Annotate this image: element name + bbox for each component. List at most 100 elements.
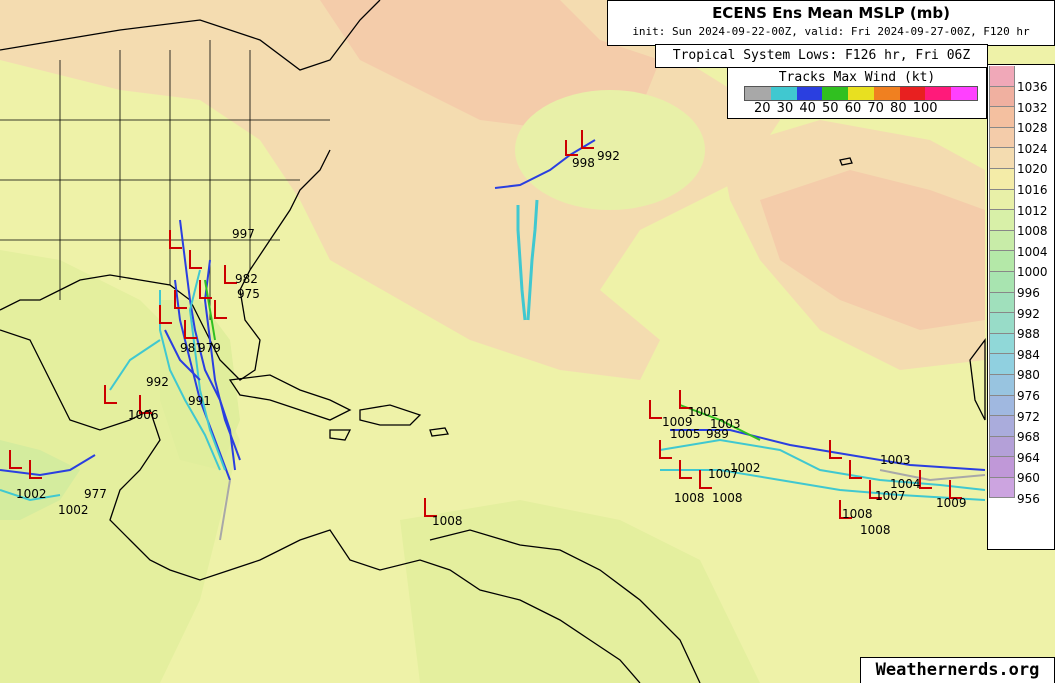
lows-label: Tropical System Lows: F126 hr, Fri 06Z bbox=[655, 44, 988, 68]
credit-label: Weathernerds.org bbox=[860, 657, 1055, 683]
pressure-colorbar: 1036 1032 1028 1024 1020 1016 1012 1008 1004 1000… bbox=[987, 64, 1055, 550]
colorbar-cell bbox=[989, 210, 1015, 231]
pressure-labels: 998 992 997 975 982 981 979 992 991 1006… bbox=[16, 149, 967, 537]
pressure-label: 992 bbox=[597, 149, 620, 163]
wind-legend-swatches bbox=[744, 86, 978, 101]
colorbar-level-label: 1016 bbox=[1017, 182, 1048, 197]
colorbar-cell bbox=[989, 374, 1015, 396]
wind-swatch bbox=[745, 87, 771, 100]
colorbar-cell bbox=[989, 477, 1015, 499]
colorbar-level-label: 1000 bbox=[1017, 265, 1048, 280]
tracks-epac bbox=[0, 454, 96, 502]
wind-swatch bbox=[848, 87, 874, 100]
colorbar-level-label: 1020 bbox=[1017, 162, 1048, 177]
pressure-label: 982 bbox=[235, 272, 258, 286]
colorbar-level-label: 1012 bbox=[1017, 203, 1048, 218]
cuba bbox=[228, 374, 352, 421]
pressure-label: 1002 bbox=[58, 503, 89, 517]
colorbar-cell bbox=[989, 292, 1015, 314]
jamaica bbox=[329, 429, 352, 441]
pressure-label: 1002 bbox=[730, 461, 761, 475]
wind-legend: Tracks Max Wind (kt) 20 30 40 50 60 70 8… bbox=[727, 67, 987, 119]
low-markers bbox=[9, 130, 962, 519]
colorbar-level-label: 964 bbox=[1017, 450, 1040, 465]
title-box: ECENS Ens Mean MSLP (mb) init: Sun 2024-… bbox=[607, 0, 1055, 46]
colorbar-level-label: 992 bbox=[1017, 306, 1040, 321]
pressure-label: 1001 bbox=[688, 405, 719, 419]
colorbar-level-label: 968 bbox=[1017, 430, 1040, 445]
colorbar-cell bbox=[989, 416, 1015, 437]
colorbar-cell bbox=[989, 230, 1015, 252]
colorbar-cell bbox=[989, 127, 1015, 149]
tracks-central-atlantic bbox=[494, 139, 596, 321]
weak-low-central-atlantic bbox=[515, 90, 705, 210]
pressure-label: 1008 bbox=[860, 523, 891, 537]
colorbar-cell bbox=[989, 107, 1015, 128]
colorbar-level-label: 976 bbox=[1017, 388, 1040, 403]
colorbar-labels: 1036 1032 1028 1024 1020 1016 1012 1008 1004 1000… bbox=[1017, 77, 1048, 509]
lower-pressure-sa bbox=[400, 500, 760, 683]
wind-swatch bbox=[796, 87, 823, 100]
us-east-gulf-coast bbox=[0, 149, 331, 381]
colorbar-level-label: 1032 bbox=[1017, 100, 1048, 115]
colorbar-level-label: 988 bbox=[1017, 327, 1040, 342]
pressure-label: 1008 bbox=[432, 514, 463, 528]
colorbar-cell bbox=[989, 395, 1015, 417]
wind-swatch bbox=[873, 87, 900, 100]
colorbar-level-label: 956 bbox=[1017, 491, 1040, 506]
colorbar-cell bbox=[989, 333, 1015, 355]
pressure-label: 992 bbox=[146, 375, 169, 389]
high-pressure-inner-east bbox=[760, 170, 985, 330]
colorbar-level-label: 984 bbox=[1017, 347, 1040, 362]
colorbar-cell bbox=[989, 148, 1015, 169]
south-america-coast bbox=[429, 529, 701, 683]
hispaniola bbox=[359, 404, 422, 426]
colorbar-cells bbox=[989, 66, 1015, 499]
colorbar-level-label: 972 bbox=[1017, 409, 1040, 424]
colorbar-cell bbox=[989, 86, 1015, 108]
pressure-label: 1005 bbox=[670, 427, 701, 441]
colorbar-cell bbox=[989, 313, 1015, 334]
colorbar-level-label: 1028 bbox=[1017, 121, 1048, 136]
pressure-label: 1008 bbox=[674, 491, 705, 505]
pressure-label: 977 bbox=[84, 487, 107, 501]
colorbar-level-label: 980 bbox=[1017, 368, 1040, 383]
map-subtitle: init: Sun 2024-09-22-00Z, valid: Fri 202… bbox=[632, 25, 1030, 38]
tracks-east-atlantic bbox=[659, 404, 986, 501]
pressure-label: 1007 bbox=[708, 467, 739, 481]
colorbar-cell bbox=[989, 271, 1015, 293]
pressure-label: 991 bbox=[188, 394, 211, 408]
pressure-label: 975 bbox=[237, 287, 260, 301]
colorbar-level-label: 1036 bbox=[1017, 80, 1048, 94]
tracks-gulf-storm bbox=[109, 219, 241, 541]
wind-swatch bbox=[770, 87, 797, 100]
canary-islands bbox=[839, 157, 853, 166]
colorbar-level-label: 996 bbox=[1017, 285, 1040, 300]
wind-legend-title: Tracks Max Wind (kt) bbox=[778, 70, 936, 85]
coastlines bbox=[0, 0, 986, 683]
pressure-label: 1007 bbox=[875, 489, 906, 503]
wind-swatch bbox=[899, 87, 926, 100]
africa-coast bbox=[969, 338, 986, 421]
map-title: ECENS Ens Mean MSLP (mb) bbox=[712, 4, 950, 22]
us-canada-border bbox=[0, 0, 381, 71]
colorbar-cell bbox=[989, 66, 1015, 87]
puerto-rico bbox=[429, 427, 449, 437]
colorbar-cell bbox=[989, 354, 1015, 375]
pressure-label: 1004 bbox=[890, 477, 921, 491]
pressure-label: 1003 bbox=[880, 453, 911, 467]
state-borders bbox=[0, 40, 330, 320]
pressure-label: 997 bbox=[232, 227, 255, 241]
colorbar-cell bbox=[989, 189, 1015, 211]
colorbar-cell bbox=[989, 457, 1015, 478]
colorbar-level-label: 1004 bbox=[1017, 244, 1048, 259]
pressure-label: 1009 bbox=[936, 496, 967, 510]
colorbar-level-label: 1024 bbox=[1017, 141, 1048, 156]
pressure-label: 1008 bbox=[842, 507, 873, 521]
pressure-label: 979 bbox=[198, 341, 221, 355]
pressure-label: 998 bbox=[572, 156, 595, 170]
pressure-label: 1006 bbox=[128, 408, 159, 422]
colorbar-cell bbox=[989, 436, 1015, 458]
wind-swatch bbox=[951, 87, 978, 100]
